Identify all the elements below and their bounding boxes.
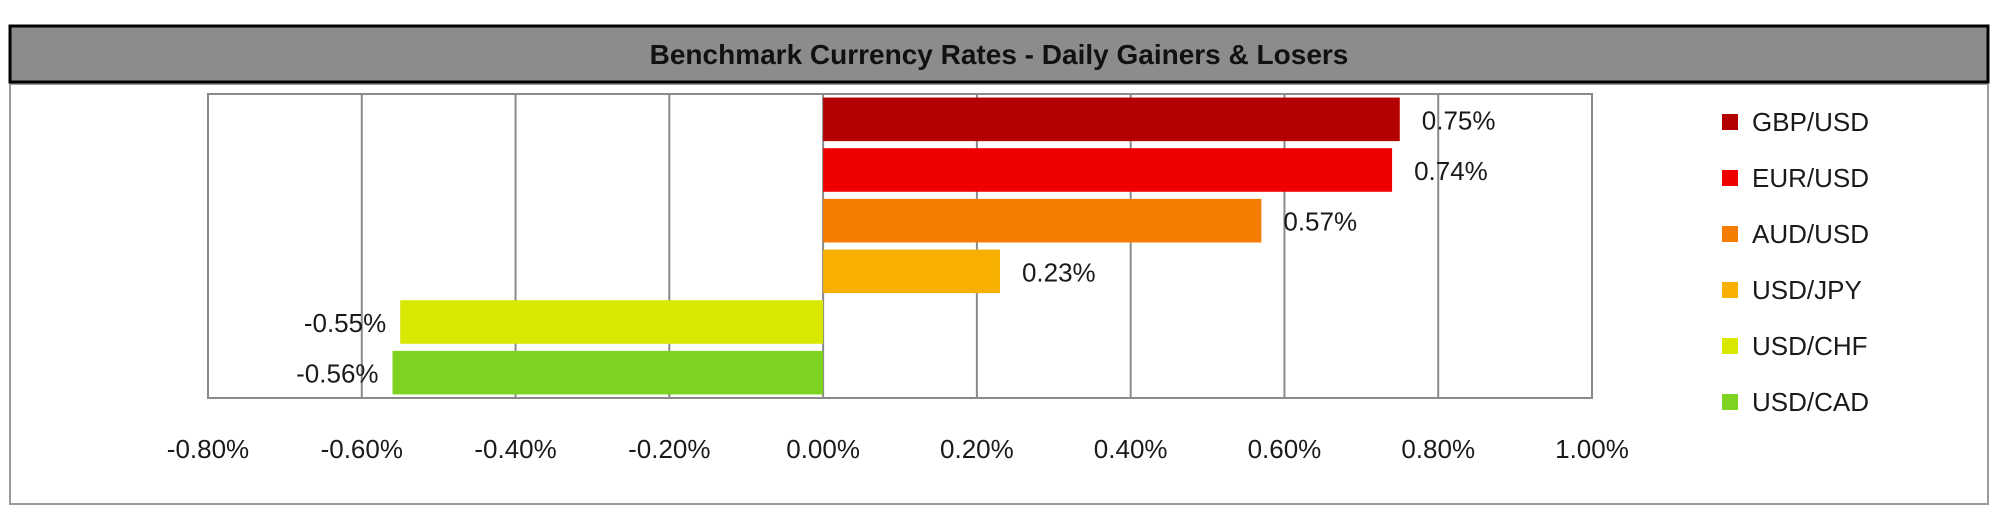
bar-eur-usd: [823, 148, 1393, 192]
data-label: 0.57%: [1283, 207, 1357, 237]
chart-title: Benchmark Currency Rates - Daily Gainers…: [650, 39, 1349, 70]
x-tick-label: -0.40%: [474, 434, 556, 464]
x-tick-label: 0.80%: [1401, 434, 1475, 464]
legend-label: AUD/USD: [1752, 219, 1869, 249]
data-label: -0.55%: [304, 308, 386, 338]
gridlines: [207, 94, 1593, 398]
title-bar: [8, 24, 1990, 84]
x-tick-label: -0.80%: [167, 434, 249, 464]
legend-label: GBP/USD: [1752, 107, 1869, 137]
x-tick-label: 0.40%: [1094, 434, 1168, 464]
legend-swatch: [1722, 170, 1738, 186]
bar-aud-usd: [823, 198, 1262, 243]
bar-usd-chf: [400, 300, 824, 344]
data-labels: 0.75% 0.74% 0.57% 0.23% -0.55% -0.56%: [296, 105, 1495, 388]
bar-usd-cad: [392, 350, 824, 395]
legend: GBP/USD EUR/USD AUD/USD USD/JPY USD/CHF USD/C…: [1722, 107, 1869, 417]
data-label: 0.75%: [1422, 105, 1496, 135]
x-axis-tick-labels: -0.80% -0.60% -0.40% -0.20% 0.00% 0.20% 0.40% 0…: [167, 434, 1629, 464]
x-tick-label: 0.00%: [786, 434, 860, 464]
legend-label: USD/JPY: [1752, 275, 1862, 305]
legend-swatch: [1722, 282, 1738, 298]
plot-area: [207, 93, 1593, 399]
legend-swatch: [1722, 394, 1738, 410]
legend-swatch: [1722, 114, 1738, 130]
legend-label: EUR/USD: [1752, 163, 1869, 193]
legend-swatch: [1722, 338, 1738, 354]
x-tick-label: -0.60%: [321, 434, 403, 464]
legend-label: USD/CAD: [1752, 387, 1869, 417]
x-tick-label: 0.60%: [1248, 434, 1322, 464]
bar-usd-jpy: [823, 249, 1000, 294]
x-tick-label: 1.00%: [1555, 434, 1629, 464]
data-label: -0.56%: [296, 359, 378, 389]
x-tick-label: 0.20%: [940, 434, 1014, 464]
data-label: 0.23%: [1022, 257, 1096, 287]
legend-swatch: [1722, 226, 1738, 242]
bar-gbp-usd: [823, 97, 1400, 142]
data-label: 0.74%: [1414, 156, 1488, 186]
legend-label: USD/CHF: [1752, 331, 1868, 361]
x-tick-label: -0.20%: [628, 434, 710, 464]
bars: [392, 97, 1400, 395]
